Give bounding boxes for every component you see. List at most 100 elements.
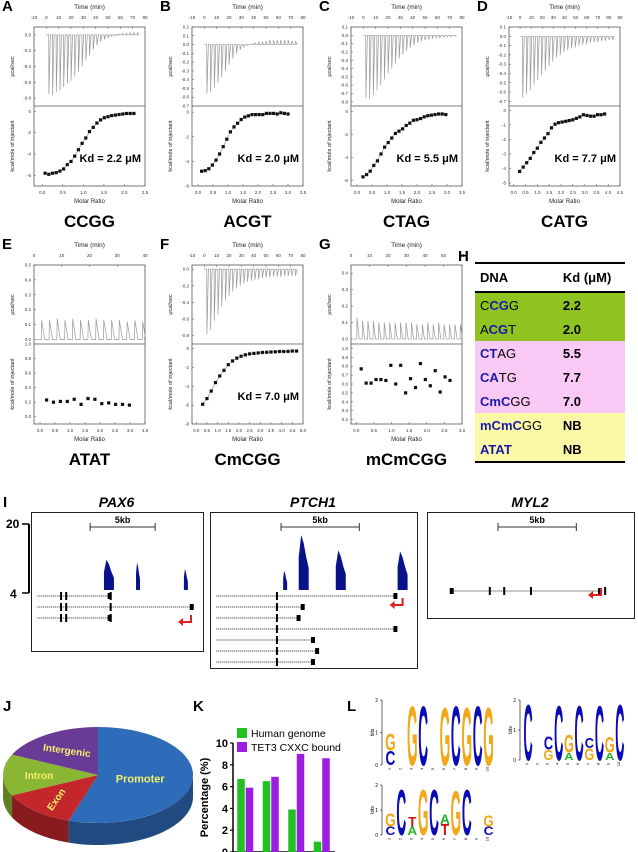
legend-swatch bbox=[237, 742, 247, 752]
data-point bbox=[58, 399, 62, 404]
data-point bbox=[286, 112, 290, 116]
data-point bbox=[564, 119, 568, 123]
logo-letter-c: C bbox=[386, 824, 396, 838]
data-point bbox=[106, 115, 110, 119]
pie-slice-promoter bbox=[68, 727, 194, 823]
logo-y-tick-label: 1 bbox=[375, 808, 378, 814]
data-point bbox=[127, 403, 131, 407]
data-point bbox=[556, 121, 561, 125]
x-axis-label: Molar Ratio bbox=[232, 437, 263, 443]
panel-label-f: F bbox=[160, 236, 170, 253]
logo-position-label: 2 bbox=[397, 767, 402, 770]
inj-ytick-label: 0 bbox=[186, 110, 189, 115]
logo-y-tick-label: 0 bbox=[375, 833, 378, 839]
raw-ylabel: μcal/sec bbox=[168, 56, 174, 77]
time-axis-label: Time (min) bbox=[74, 4, 105, 11]
logo-position-label: 8 bbox=[596, 762, 601, 765]
data-point bbox=[368, 169, 372, 173]
inj-ytick-label: -6 bbox=[344, 178, 348, 183]
data-point bbox=[437, 112, 441, 116]
x-tick-label: 3.5 bbox=[593, 190, 600, 195]
x-tick-label: 2.0 bbox=[97, 428, 104, 433]
data-point bbox=[43, 171, 47, 175]
x-tick-label: 3.5 bbox=[268, 428, 275, 433]
kd-table-row: ACGT 2.0 bbox=[475, 317, 625, 341]
time-tick-label: -10 bbox=[189, 253, 196, 258]
x-tick-label: 2.5 bbox=[270, 190, 277, 195]
logo-letter-g: G bbox=[483, 814, 494, 831]
x-tick-label: 2.0 bbox=[558, 190, 565, 195]
data-point bbox=[239, 117, 243, 122]
data-point bbox=[423, 377, 427, 382]
data-point bbox=[404, 123, 408, 128]
raw-ytick-label: -0.3 bbox=[181, 68, 189, 73]
exon bbox=[60, 592, 63, 600]
data-point bbox=[379, 377, 383, 382]
raw-ytick-label: -0.8 bbox=[23, 96, 31, 101]
inj-ytick-label: -2 bbox=[344, 132, 348, 137]
data-point bbox=[571, 118, 575, 122]
logo-letter-c: C bbox=[473, 690, 483, 783]
time-tick-label: 40 bbox=[251, 15, 257, 20]
logo-position-label: 8 bbox=[463, 837, 468, 840]
logo-letter-g: G bbox=[440, 691, 451, 783]
inj-ytick-label: 0.5 bbox=[342, 390, 349, 395]
logo-position-label: 5 bbox=[430, 837, 435, 840]
logo-y-tick-label: 1 bbox=[513, 728, 516, 734]
time-tick-label: 20 bbox=[87, 253, 93, 258]
data-point bbox=[268, 111, 272, 115]
inj-ytick-label: 0 bbox=[28, 109, 31, 114]
raw-ytick-label: -0.6 bbox=[23, 80, 31, 85]
data-point bbox=[243, 115, 247, 119]
inj-ytick-label: -4 bbox=[185, 159, 189, 164]
scale-bottom-label: 4 bbox=[10, 587, 17, 600]
data-point bbox=[201, 402, 205, 406]
inj-ytick-label: 0 bbox=[503, 108, 506, 113]
raw-ylabel: μcal/sec bbox=[10, 294, 16, 315]
data-point bbox=[560, 120, 564, 124]
kd-value-cell: 2.0 bbox=[562, 321, 581, 337]
time-tick-label: 80 bbox=[300, 15, 306, 20]
data-point bbox=[230, 359, 235, 363]
time-tick-label: 30 bbox=[115, 253, 121, 258]
raw-ytick-label: 0.5 bbox=[25, 263, 32, 268]
thermogram-trace bbox=[46, 31, 140, 95]
inj-ytick-label: 0 bbox=[345, 109, 348, 114]
data-point bbox=[236, 121, 240, 125]
x-tick-label: 3.0 bbox=[257, 428, 264, 433]
itc-plot-g: Time (min) 0 10 20 30 40 50 60 0.4 0.3 0.2 0.1 0.0 μc… bbox=[327, 242, 466, 443]
logo-letter-c: C bbox=[462, 775, 472, 848]
time-tick-label: 30 bbox=[239, 253, 245, 258]
raw-ytick-label: 0.3 bbox=[25, 292, 32, 297]
bar-cpc-tet3-cxxc-bound bbox=[296, 753, 305, 852]
logo-position-label: 1 bbox=[524, 762, 529, 765]
x-tick-label: 1.5 bbox=[546, 190, 553, 195]
data-point bbox=[525, 161, 529, 165]
raw-ytick-label: 0.1 bbox=[183, 33, 190, 38]
data-point bbox=[203, 169, 207, 173]
sequence-text: C bbox=[480, 297, 490, 313]
exon bbox=[65, 614, 68, 622]
data-point bbox=[595, 113, 600, 117]
data-point bbox=[80, 141, 84, 145]
dna-sequence-cell: ACGT bbox=[475, 317, 558, 341]
data-point bbox=[379, 152, 383, 156]
kd-header-kd: Kd (μM) bbox=[557, 262, 625, 293]
logo-position-label: 10 bbox=[616, 761, 621, 766]
raw-ytick-label: -0.7 bbox=[498, 99, 506, 104]
scale-top-label: 20 bbox=[6, 517, 20, 531]
x-tick-label: 0.5 bbox=[204, 428, 211, 433]
raw-ytick-label: -0.2 bbox=[498, 52, 506, 57]
x-tick-label: 0.0 bbox=[193, 428, 200, 433]
bar-cpc-human-genome bbox=[288, 809, 296, 852]
raw-ytick-label: 0.0 bbox=[342, 33, 349, 38]
logo-letter-c: C bbox=[523, 690, 532, 778]
data-point bbox=[54, 171, 58, 175]
time-tick-label: 50 bbox=[105, 15, 111, 20]
thermogram-trace bbox=[353, 317, 463, 340]
bar-cpt-human-genome bbox=[262, 781, 271, 852]
highlighted-dinucleotide: CA bbox=[480, 369, 499, 385]
exon bbox=[275, 592, 278, 600]
inj-ytick-label: 0.3 bbox=[342, 408, 349, 413]
logo-position-label: 9 bbox=[606, 762, 611, 765]
